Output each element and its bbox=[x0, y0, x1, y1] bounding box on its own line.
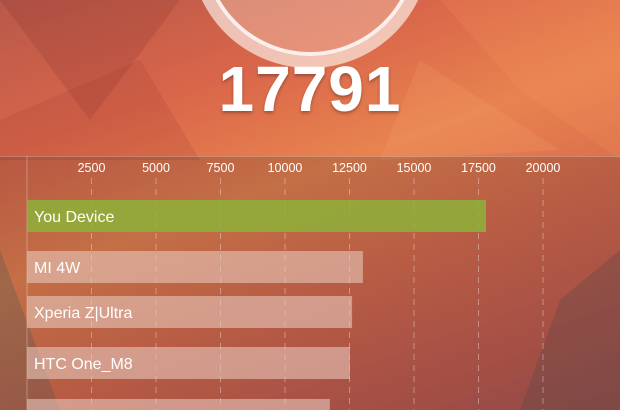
tick-label: 12500 bbox=[332, 161, 367, 175]
tick-label: 5000 bbox=[142, 161, 170, 175]
tick-label: 15000 bbox=[397, 161, 432, 175]
chart-svg: 2500 5000 7500 10000 12500 15000 17500 20000 You… bbox=[26, 156, 561, 410]
total-score: 17791 bbox=[218, 53, 402, 125]
bar-0 bbox=[27, 200, 487, 232]
bar-label: You Device bbox=[34, 209, 114, 226]
tick-label: 17500 bbox=[461, 161, 496, 175]
bar-4 bbox=[27, 399, 330, 410]
tick-label: 20000 bbox=[526, 161, 561, 175]
bar-label: HTC One_M8 bbox=[34, 356, 133, 373]
tick-label: 7500 bbox=[207, 161, 235, 175]
tick-label: 10000 bbox=[268, 161, 303, 175]
bar-3 bbox=[27, 347, 351, 379]
bar-2 bbox=[27, 296, 353, 328]
bar-label: MI 4W bbox=[34, 260, 81, 277]
tick-label: 2500 bbox=[78, 161, 106, 175]
comparison-chart: 2500 5000 7500 10000 12500 15000 17500 20000 You… bbox=[0, 156, 620, 410]
bar-label: Xperia Z|Ultra bbox=[34, 305, 133, 322]
bar-1 bbox=[27, 251, 363, 283]
